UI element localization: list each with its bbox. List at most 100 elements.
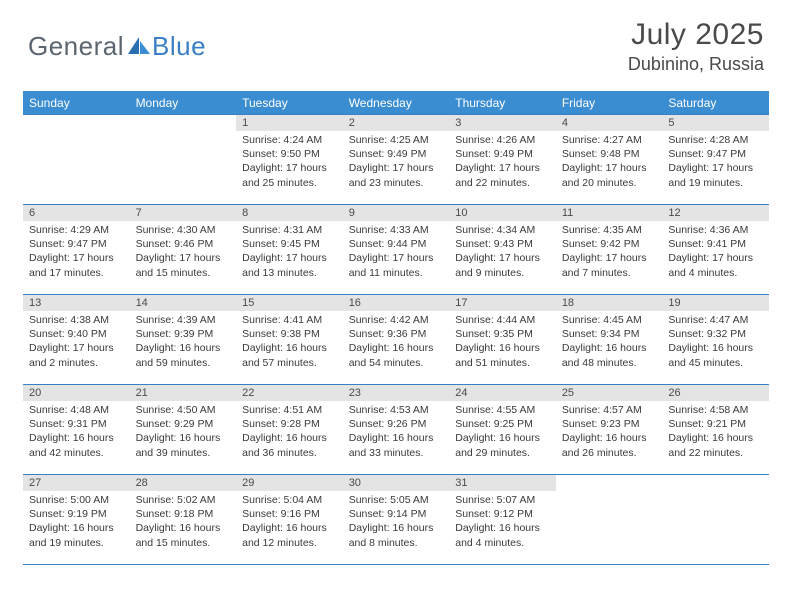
day-number: 22: [236, 385, 343, 401]
calendar-cell: 2Sunrise: 4:25 AMSunset: 9:49 PMDaylight…: [343, 115, 450, 205]
weekday-header: Saturday: [662, 92, 769, 115]
day-number: 29: [236, 475, 343, 491]
sail-icon: [128, 37, 150, 55]
calendar-cell: 28Sunrise: 5:02 AMSunset: 9:18 PMDayligh…: [130, 475, 237, 565]
calendar-cell: 18Sunrise: 4:45 AMSunset: 9:34 PMDayligh…: [556, 295, 663, 385]
calendar-cell: 1Sunrise: 4:24 AMSunset: 9:50 PMDaylight…: [236, 115, 343, 205]
calendar-cell: 6Sunrise: 4:29 AMSunset: 9:47 PMDaylight…: [23, 205, 130, 295]
weekday-header-row: Sunday Monday Tuesday Wednesday Thursday…: [23, 92, 769, 115]
day-detail: Sunrise: 4:55 AMSunset: 9:25 PMDaylight:…: [449, 401, 556, 464]
day-detail: Sunrise: 4:36 AMSunset: 9:41 PMDaylight:…: [662, 221, 769, 284]
calendar-row: 20Sunrise: 4:48 AMSunset: 9:31 PMDayligh…: [23, 385, 769, 475]
calendar-cell: 5Sunrise: 4:28 AMSunset: 9:47 PMDaylight…: [662, 115, 769, 205]
calendar-cell: 20Sunrise: 4:48 AMSunset: 9:31 PMDayligh…: [23, 385, 130, 475]
day-number: 28: [130, 475, 237, 491]
month-title: July 2025: [628, 18, 764, 52]
day-detail: Sunrise: 4:24 AMSunset: 9:50 PMDaylight:…: [236, 131, 343, 194]
calendar-cell: 11Sunrise: 4:35 AMSunset: 9:42 PMDayligh…: [556, 205, 663, 295]
calendar-cell: 25Sunrise: 4:57 AMSunset: 9:23 PMDayligh…: [556, 385, 663, 475]
day-detail: Sunrise: 4:34 AMSunset: 9:43 PMDaylight:…: [449, 221, 556, 284]
calendar-cell: 19Sunrise: 4:47 AMSunset: 9:32 PMDayligh…: [662, 295, 769, 385]
day-number: 11: [556, 205, 663, 221]
calendar-cell: 10Sunrise: 4:34 AMSunset: 9:43 PMDayligh…: [449, 205, 556, 295]
day-detail: Sunrise: 4:58 AMSunset: 9:21 PMDaylight:…: [662, 401, 769, 464]
day-detail: Sunrise: 4:27 AMSunset: 9:48 PMDaylight:…: [556, 131, 663, 194]
calendar-cell: 4Sunrise: 4:27 AMSunset: 9:48 PMDaylight…: [556, 115, 663, 205]
day-number: 3: [449, 115, 556, 131]
day-detail: Sunrise: 4:35 AMSunset: 9:42 PMDaylight:…: [556, 221, 663, 284]
day-number: 2: [343, 115, 450, 131]
day-number: 8: [236, 205, 343, 221]
day-number: 27: [23, 475, 130, 491]
day-detail: Sunrise: 4:51 AMSunset: 9:28 PMDaylight:…: [236, 401, 343, 464]
calendar-cell: 31Sunrise: 5:07 AMSunset: 9:12 PMDayligh…: [449, 475, 556, 565]
calendar-cell: 29Sunrise: 5:04 AMSunset: 9:16 PMDayligh…: [236, 475, 343, 565]
day-detail: Sunrise: 4:33 AMSunset: 9:44 PMDaylight:…: [343, 221, 450, 284]
calendar-cell: 3Sunrise: 4:26 AMSunset: 9:49 PMDaylight…: [449, 115, 556, 205]
day-number: 25: [556, 385, 663, 401]
weekday-header: Friday: [556, 92, 663, 115]
day-number: 18: [556, 295, 663, 311]
day-number: 23: [343, 385, 450, 401]
day-number: 20: [23, 385, 130, 401]
calendar-cell: 14Sunrise: 4:39 AMSunset: 9:39 PMDayligh…: [130, 295, 237, 385]
day-number: 12: [662, 205, 769, 221]
calendar-cell: 23Sunrise: 4:53 AMSunset: 9:26 PMDayligh…: [343, 385, 450, 475]
calendar-row: 27Sunrise: 5:00 AMSunset: 9:19 PMDayligh…: [23, 475, 769, 565]
calendar-cell: [130, 115, 237, 205]
calendar-cell: 13Sunrise: 4:38 AMSunset: 9:40 PMDayligh…: [23, 295, 130, 385]
calendar-cell: 24Sunrise: 4:55 AMSunset: 9:25 PMDayligh…: [449, 385, 556, 475]
brand-part1: General: [28, 31, 124, 62]
day-detail: Sunrise: 4:28 AMSunset: 9:47 PMDaylight:…: [662, 131, 769, 194]
day-detail: Sunrise: 4:41 AMSunset: 9:38 PMDaylight:…: [236, 311, 343, 374]
calendar-row: 1Sunrise: 4:24 AMSunset: 9:50 PMDaylight…: [23, 115, 769, 205]
calendar-cell: 15Sunrise: 4:41 AMSunset: 9:38 PMDayligh…: [236, 295, 343, 385]
day-detail: Sunrise: 5:04 AMSunset: 9:16 PMDaylight:…: [236, 491, 343, 554]
day-detail: Sunrise: 4:53 AMSunset: 9:26 PMDaylight:…: [343, 401, 450, 464]
day-detail: Sunrise: 4:26 AMSunset: 9:49 PMDaylight:…: [449, 131, 556, 194]
day-number: 21: [130, 385, 237, 401]
day-number: 13: [23, 295, 130, 311]
day-detail: Sunrise: 5:05 AMSunset: 9:14 PMDaylight:…: [343, 491, 450, 554]
calendar-cell: 26Sunrise: 4:58 AMSunset: 9:21 PMDayligh…: [662, 385, 769, 475]
day-detail: Sunrise: 4:39 AMSunset: 9:39 PMDaylight:…: [130, 311, 237, 374]
day-number: 26: [662, 385, 769, 401]
day-number: 31: [449, 475, 556, 491]
weekday-header: Sunday: [23, 92, 130, 115]
day-detail: Sunrise: 4:57 AMSunset: 9:23 PMDaylight:…: [556, 401, 663, 464]
location-subtitle: Dubinino, Russia: [628, 54, 764, 75]
day-number: 6: [23, 205, 130, 221]
day-detail: Sunrise: 4:30 AMSunset: 9:46 PMDaylight:…: [130, 221, 237, 284]
day-number: 10: [449, 205, 556, 221]
day-detail: Sunrise: 5:02 AMSunset: 9:18 PMDaylight:…: [130, 491, 237, 554]
day-detail: Sunrise: 4:45 AMSunset: 9:34 PMDaylight:…: [556, 311, 663, 374]
day-number: 15: [236, 295, 343, 311]
day-detail: Sunrise: 4:50 AMSunset: 9:29 PMDaylight:…: [130, 401, 237, 464]
day-number: 7: [130, 205, 237, 221]
calendar-cell: 8Sunrise: 4:31 AMSunset: 9:45 PMDaylight…: [236, 205, 343, 295]
calendar-cell: 22Sunrise: 4:51 AMSunset: 9:28 PMDayligh…: [236, 385, 343, 475]
calendar-cell: [556, 475, 663, 565]
calendar-cell: 16Sunrise: 4:42 AMSunset: 9:36 PMDayligh…: [343, 295, 450, 385]
calendar-cell: 21Sunrise: 4:50 AMSunset: 9:29 PMDayligh…: [130, 385, 237, 475]
day-number: 9: [343, 205, 450, 221]
calendar-cell: [23, 115, 130, 205]
day-number: 17: [449, 295, 556, 311]
weekday-header: Tuesday: [236, 92, 343, 115]
day-number: 4: [556, 115, 663, 131]
day-number: 1: [236, 115, 343, 131]
calendar-cell: 30Sunrise: 5:05 AMSunset: 9:14 PMDayligh…: [343, 475, 450, 565]
title-block: July 2025 Dubinino, Russia: [628, 18, 764, 75]
day-detail: Sunrise: 4:38 AMSunset: 9:40 PMDaylight:…: [23, 311, 130, 374]
weekday-header: Monday: [130, 92, 237, 115]
day-detail: Sunrise: 5:07 AMSunset: 9:12 PMDaylight:…: [449, 491, 556, 554]
brand-part2: Blue: [152, 31, 206, 62]
calendar-cell: 17Sunrise: 4:44 AMSunset: 9:35 PMDayligh…: [449, 295, 556, 385]
calendar-cell: 9Sunrise: 4:33 AMSunset: 9:44 PMDaylight…: [343, 205, 450, 295]
calendar-cell: 12Sunrise: 4:36 AMSunset: 9:41 PMDayligh…: [662, 205, 769, 295]
day-number: 24: [449, 385, 556, 401]
calendar-row: 6Sunrise: 4:29 AMSunset: 9:47 PMDaylight…: [23, 205, 769, 295]
day-detail: Sunrise: 4:25 AMSunset: 9:49 PMDaylight:…: [343, 131, 450, 194]
day-detail: Sunrise: 4:42 AMSunset: 9:36 PMDaylight:…: [343, 311, 450, 374]
day-detail: Sunrise: 4:29 AMSunset: 9:47 PMDaylight:…: [23, 221, 130, 284]
